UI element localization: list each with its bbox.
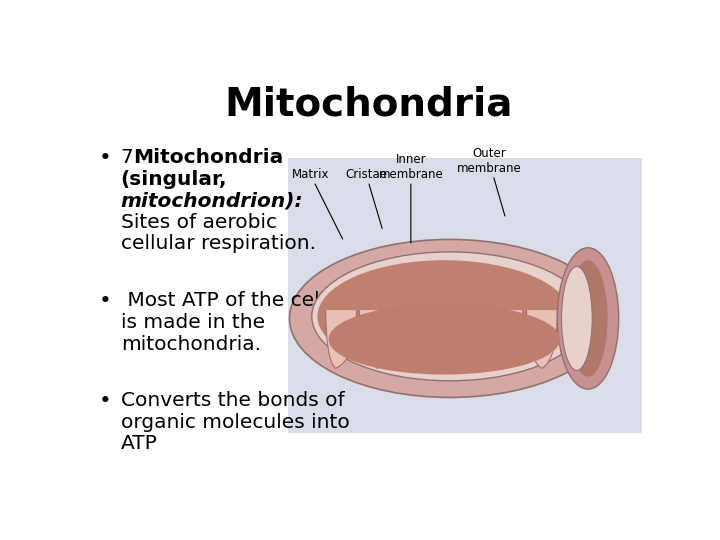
Text: Matrix: Matrix	[292, 168, 343, 239]
Text: mitochondrion):: mitochondrion):	[121, 191, 303, 210]
Text: Converts the bonds of: Converts the bonds of	[121, 391, 344, 410]
PathPatch shape	[526, 310, 557, 368]
Ellipse shape	[328, 304, 560, 375]
PathPatch shape	[492, 310, 523, 368]
Text: Sites of aerobic: Sites of aerobic	[121, 213, 276, 232]
Text: organic molecules into: organic molecules into	[121, 413, 349, 432]
Ellipse shape	[569, 260, 608, 377]
Text: mitochondria.: mitochondria.	[121, 335, 261, 354]
FancyBboxPatch shape	[288, 158, 642, 433]
Ellipse shape	[557, 248, 618, 389]
Text: Outer
membrane: Outer membrane	[456, 147, 521, 216]
PathPatch shape	[443, 310, 474, 368]
Text: Mitochondria: Mitochondria	[133, 148, 283, 167]
Text: •: •	[99, 292, 111, 312]
Text: is made in the: is made in the	[121, 313, 265, 332]
PathPatch shape	[407, 310, 437, 368]
Text: •: •	[99, 391, 111, 411]
Text: cellular respiration.: cellular respiration.	[121, 234, 315, 253]
Text: Mitochondria: Mitochondria	[225, 85, 513, 124]
Text: Cristae: Cristae	[345, 168, 387, 228]
PathPatch shape	[359, 310, 390, 368]
PathPatch shape	[325, 310, 356, 368]
Ellipse shape	[312, 252, 588, 381]
Ellipse shape	[289, 239, 611, 397]
Ellipse shape	[562, 266, 593, 370]
Text: (singular,: (singular,	[121, 170, 228, 188]
Text: Most ATP of the cell: Most ATP of the cell	[121, 292, 325, 310]
Text: 7.: 7.	[121, 148, 146, 167]
Text: •: •	[99, 148, 111, 168]
Text: ATP: ATP	[121, 435, 158, 454]
Text: Inner
membrane: Inner membrane	[379, 153, 444, 243]
Ellipse shape	[318, 260, 571, 373]
